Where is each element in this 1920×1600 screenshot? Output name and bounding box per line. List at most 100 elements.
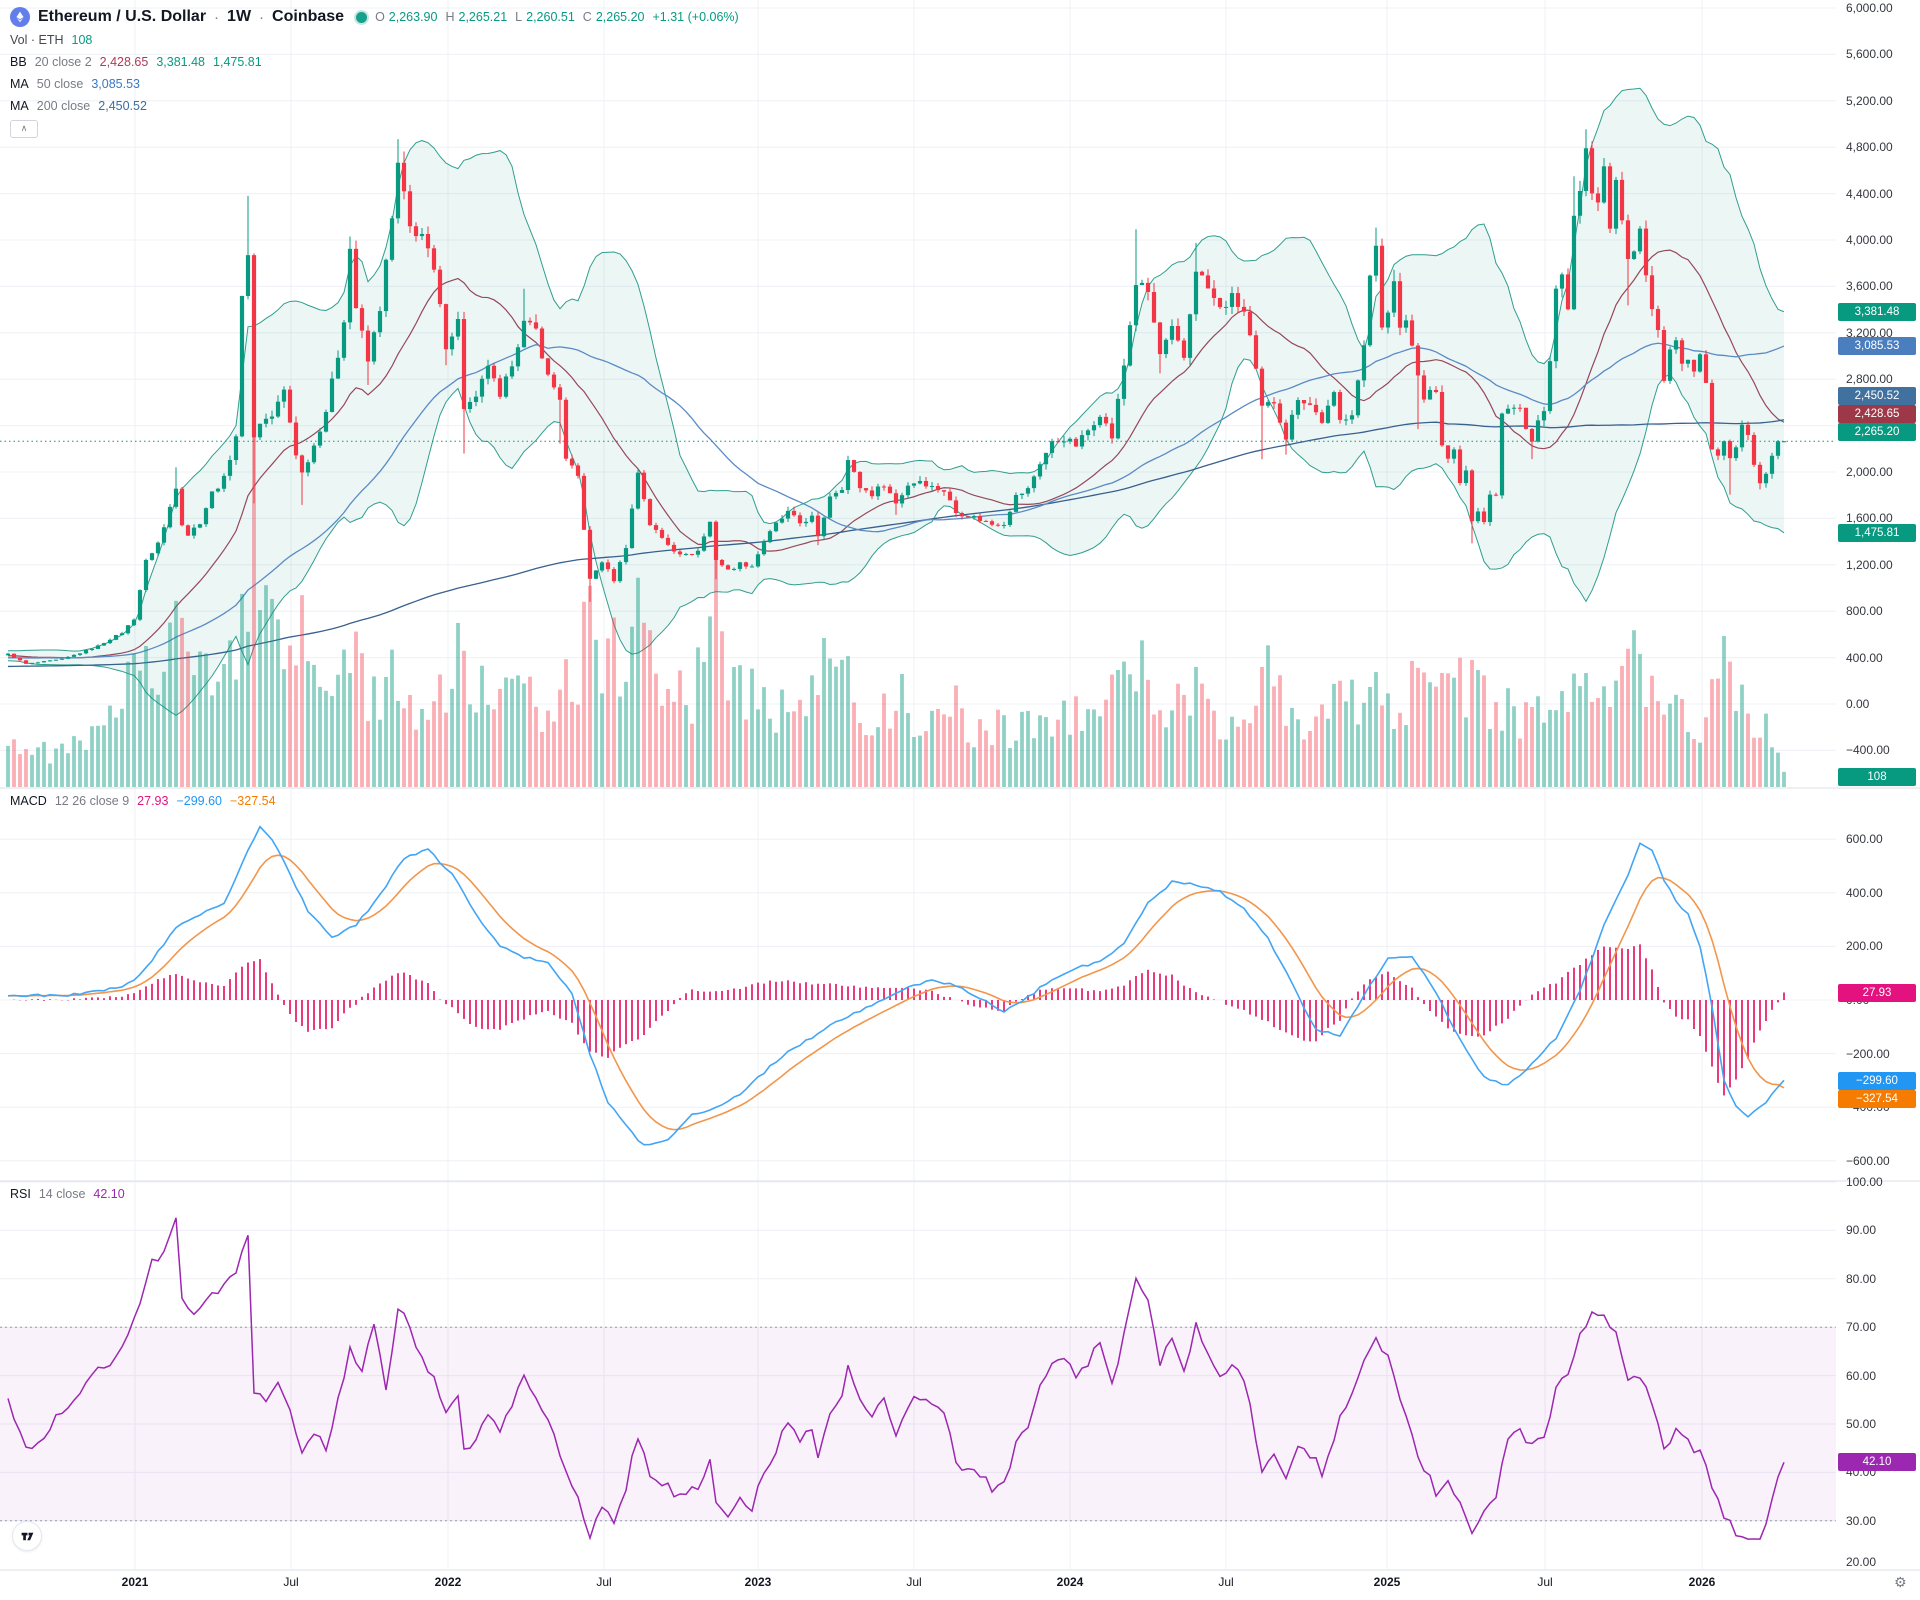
rsi-params: 14 close (38, 1187, 86, 1201)
rsi-axis-label: 50.00 (1846, 1417, 1877, 1431)
rsi-axis-label: 100.00 (1846, 1175, 1883, 1189)
bb-upper-value: 3,381.48 (156, 55, 206, 69)
high-label: H (445, 10, 455, 24)
separator-dot: · (259, 8, 265, 26)
axis-settings-gear-icon[interactable]: ⚙ (1894, 1574, 1907, 1590)
time-axis-label[interactable]: 2021 (121, 1575, 149, 1589)
symbol-header[interactable]: Ethereum / U.S. Dollar · 1W · Coinbase O… (10, 7, 739, 27)
macd-legend[interactable]: MACD 12 26 close 9 27.93 −299.60 −327.54 (10, 794, 276, 808)
rsi-axis-label: 90.00 (1846, 1223, 1877, 1238)
price-axis-label: 1,600.00 (1846, 511, 1893, 526)
symbol-title[interactable]: Ethereum / U.S. Dollar (38, 8, 207, 25)
price-axis-label: −400.00 (1846, 743, 1890, 758)
macd-axis-label: −600.00 (1846, 1153, 1890, 1168)
separator-dot: · (214, 8, 220, 26)
macd-axis-label: −200.00 (1846, 1046, 1890, 1061)
ma50-legend[interactable]: MA 50 close 3,085.53 (10, 77, 140, 91)
axis-price-badge: −299.60 (1838, 1072, 1916, 1090)
ma50-value: 3,085.53 (91, 77, 140, 91)
axis-price-badge: 1,475.81 (1838, 523, 1916, 542)
low-value: 2,260.51 (526, 10, 575, 24)
open-value: 2,263.90 (388, 10, 438, 24)
ma200-name: MA (10, 99, 29, 113)
tradingview-logo[interactable] (12, 1521, 42, 1551)
axis-price-badge: 2,450.52 (1838, 386, 1916, 405)
change-value: +1.31 (+0.06%) (652, 10, 739, 24)
tv-logo-icon (21, 1532, 33, 1540)
bb-legend[interactable]: BB 20 close 2 2,428.65 3,381.48 1,475.81 (10, 55, 262, 69)
price-axis-label: 4,400.00 (1846, 186, 1893, 201)
time-axis-label[interactable]: 2025 (1373, 1575, 1401, 1589)
ethereum-logo-icon (10, 7, 30, 27)
high-value: 2,265.21 (458, 10, 508, 24)
time-axis-label[interactable]: Jul (906, 1575, 922, 1589)
time-axis-label[interactable]: 2023 (744, 1575, 772, 1589)
close-value: 2,265.20 (595, 10, 645, 24)
time-axis-label[interactable]: Jul (283, 1575, 299, 1589)
exchange-label[interactable]: Coinbase (272, 8, 345, 25)
time-axis-label[interactable]: 2026 (1688, 1575, 1716, 1589)
price-axis-label: 2,800.00 (1846, 372, 1893, 387)
time-axis-label[interactable]: Jul (596, 1575, 612, 1589)
axis-price-badge: 3,381.48 (1838, 302, 1916, 321)
macd-axis-label: 600.00 (1846, 832, 1883, 847)
price-axis-label: 800.00 (1846, 604, 1883, 619)
price-axis-label: 2,000.00 (1846, 465, 1893, 479)
macd-name: MACD (10, 794, 47, 808)
price-axis-label: 3,200.00 (1846, 325, 1893, 340)
axis-price-badge: 27.93 (1838, 983, 1916, 1002)
ma200-value: 2,450.52 (98, 99, 147, 113)
price-axis-label: 400.00 (1846, 650, 1883, 665)
chevron-up-icon: ∧ (20, 123, 28, 133)
market-status-dot (356, 11, 368, 23)
bb-name: BB (10, 55, 27, 69)
axis-price-badge: 108 (1838, 768, 1916, 786)
volume-legend[interactable]: Vol · ETH 108 (10, 33, 92, 47)
axis-price-badge: 2,428.65 (1838, 404, 1916, 423)
bb-lower-value: 1,475.81 (213, 55, 262, 69)
low-label: L (515, 10, 523, 24)
interval-label[interactable]: 1W (227, 8, 252, 25)
price-axis-label: 4,000.00 (1846, 233, 1893, 247)
rsi-axis-label: 20.00 (1846, 1555, 1877, 1569)
open-label: O (375, 10, 385, 24)
rsi-axis-label: 30.00 (1846, 1513, 1877, 1528)
price-axis-label: 5,600.00 (1846, 47, 1893, 62)
ma200-params: 200 close (36, 99, 91, 113)
axis-price-badge: 42.10 (1838, 1453, 1916, 1472)
close-label: C (582, 10, 592, 24)
macd-hist-value: 27.93 (137, 794, 169, 808)
volume-value: 108 (71, 33, 93, 47)
macd-params: 12 26 close 9 (54, 794, 130, 808)
price-axis-label: 4,800.00 (1846, 140, 1893, 155)
time-axis-label[interactable]: 2024 (1056, 1575, 1084, 1589)
price-axis-label: 1,200.00 (1846, 557, 1893, 572)
macd-line-value: −299.60 (176, 794, 222, 808)
axis-price-badge: −327.54 (1838, 1090, 1916, 1108)
time-axis-label[interactable]: Jul (1218, 1575, 1234, 1589)
ma50-name: MA (10, 77, 29, 91)
price-axis-label: 3,600.00 (1846, 279, 1893, 294)
rsi-axis-label: 70.00 (1846, 1320, 1877, 1335)
rsi-name: RSI (10, 1187, 31, 1201)
collapse-legend-button[interactable]: ∧ (10, 120, 38, 138)
bb-basis-value: 2,428.65 (99, 55, 149, 69)
time-axis-label[interactable]: Jul (1537, 1575, 1553, 1589)
time-axis-label[interactable]: 2022 (434, 1575, 462, 1589)
macd-axis-label: 200.00 (1846, 939, 1883, 954)
macd-axis-label: 400.00 (1846, 885, 1883, 900)
rsi-value: 42.10 (93, 1187, 125, 1201)
price-axis-label: 6,000.00 (1846, 1, 1893, 15)
rsi-legend[interactable]: RSI 14 close 42.10 (10, 1187, 125, 1201)
macd-signal-value: −327.54 (230, 794, 276, 808)
rsi-axis-label: 80.00 (1846, 1271, 1877, 1286)
price-axis-label: 0.00 (1846, 697, 1870, 711)
ma200-legend[interactable]: MA 200 close 2,450.52 (10, 99, 147, 113)
volume-label: Vol · ETH (10, 33, 64, 47)
axis-price-badge: 3,085.53 (1838, 337, 1916, 356)
bb-params: 20 close 2 (34, 55, 92, 69)
price-axis-label: 5,200.00 (1846, 93, 1893, 108)
ma50-params: 50 close (36, 77, 84, 91)
